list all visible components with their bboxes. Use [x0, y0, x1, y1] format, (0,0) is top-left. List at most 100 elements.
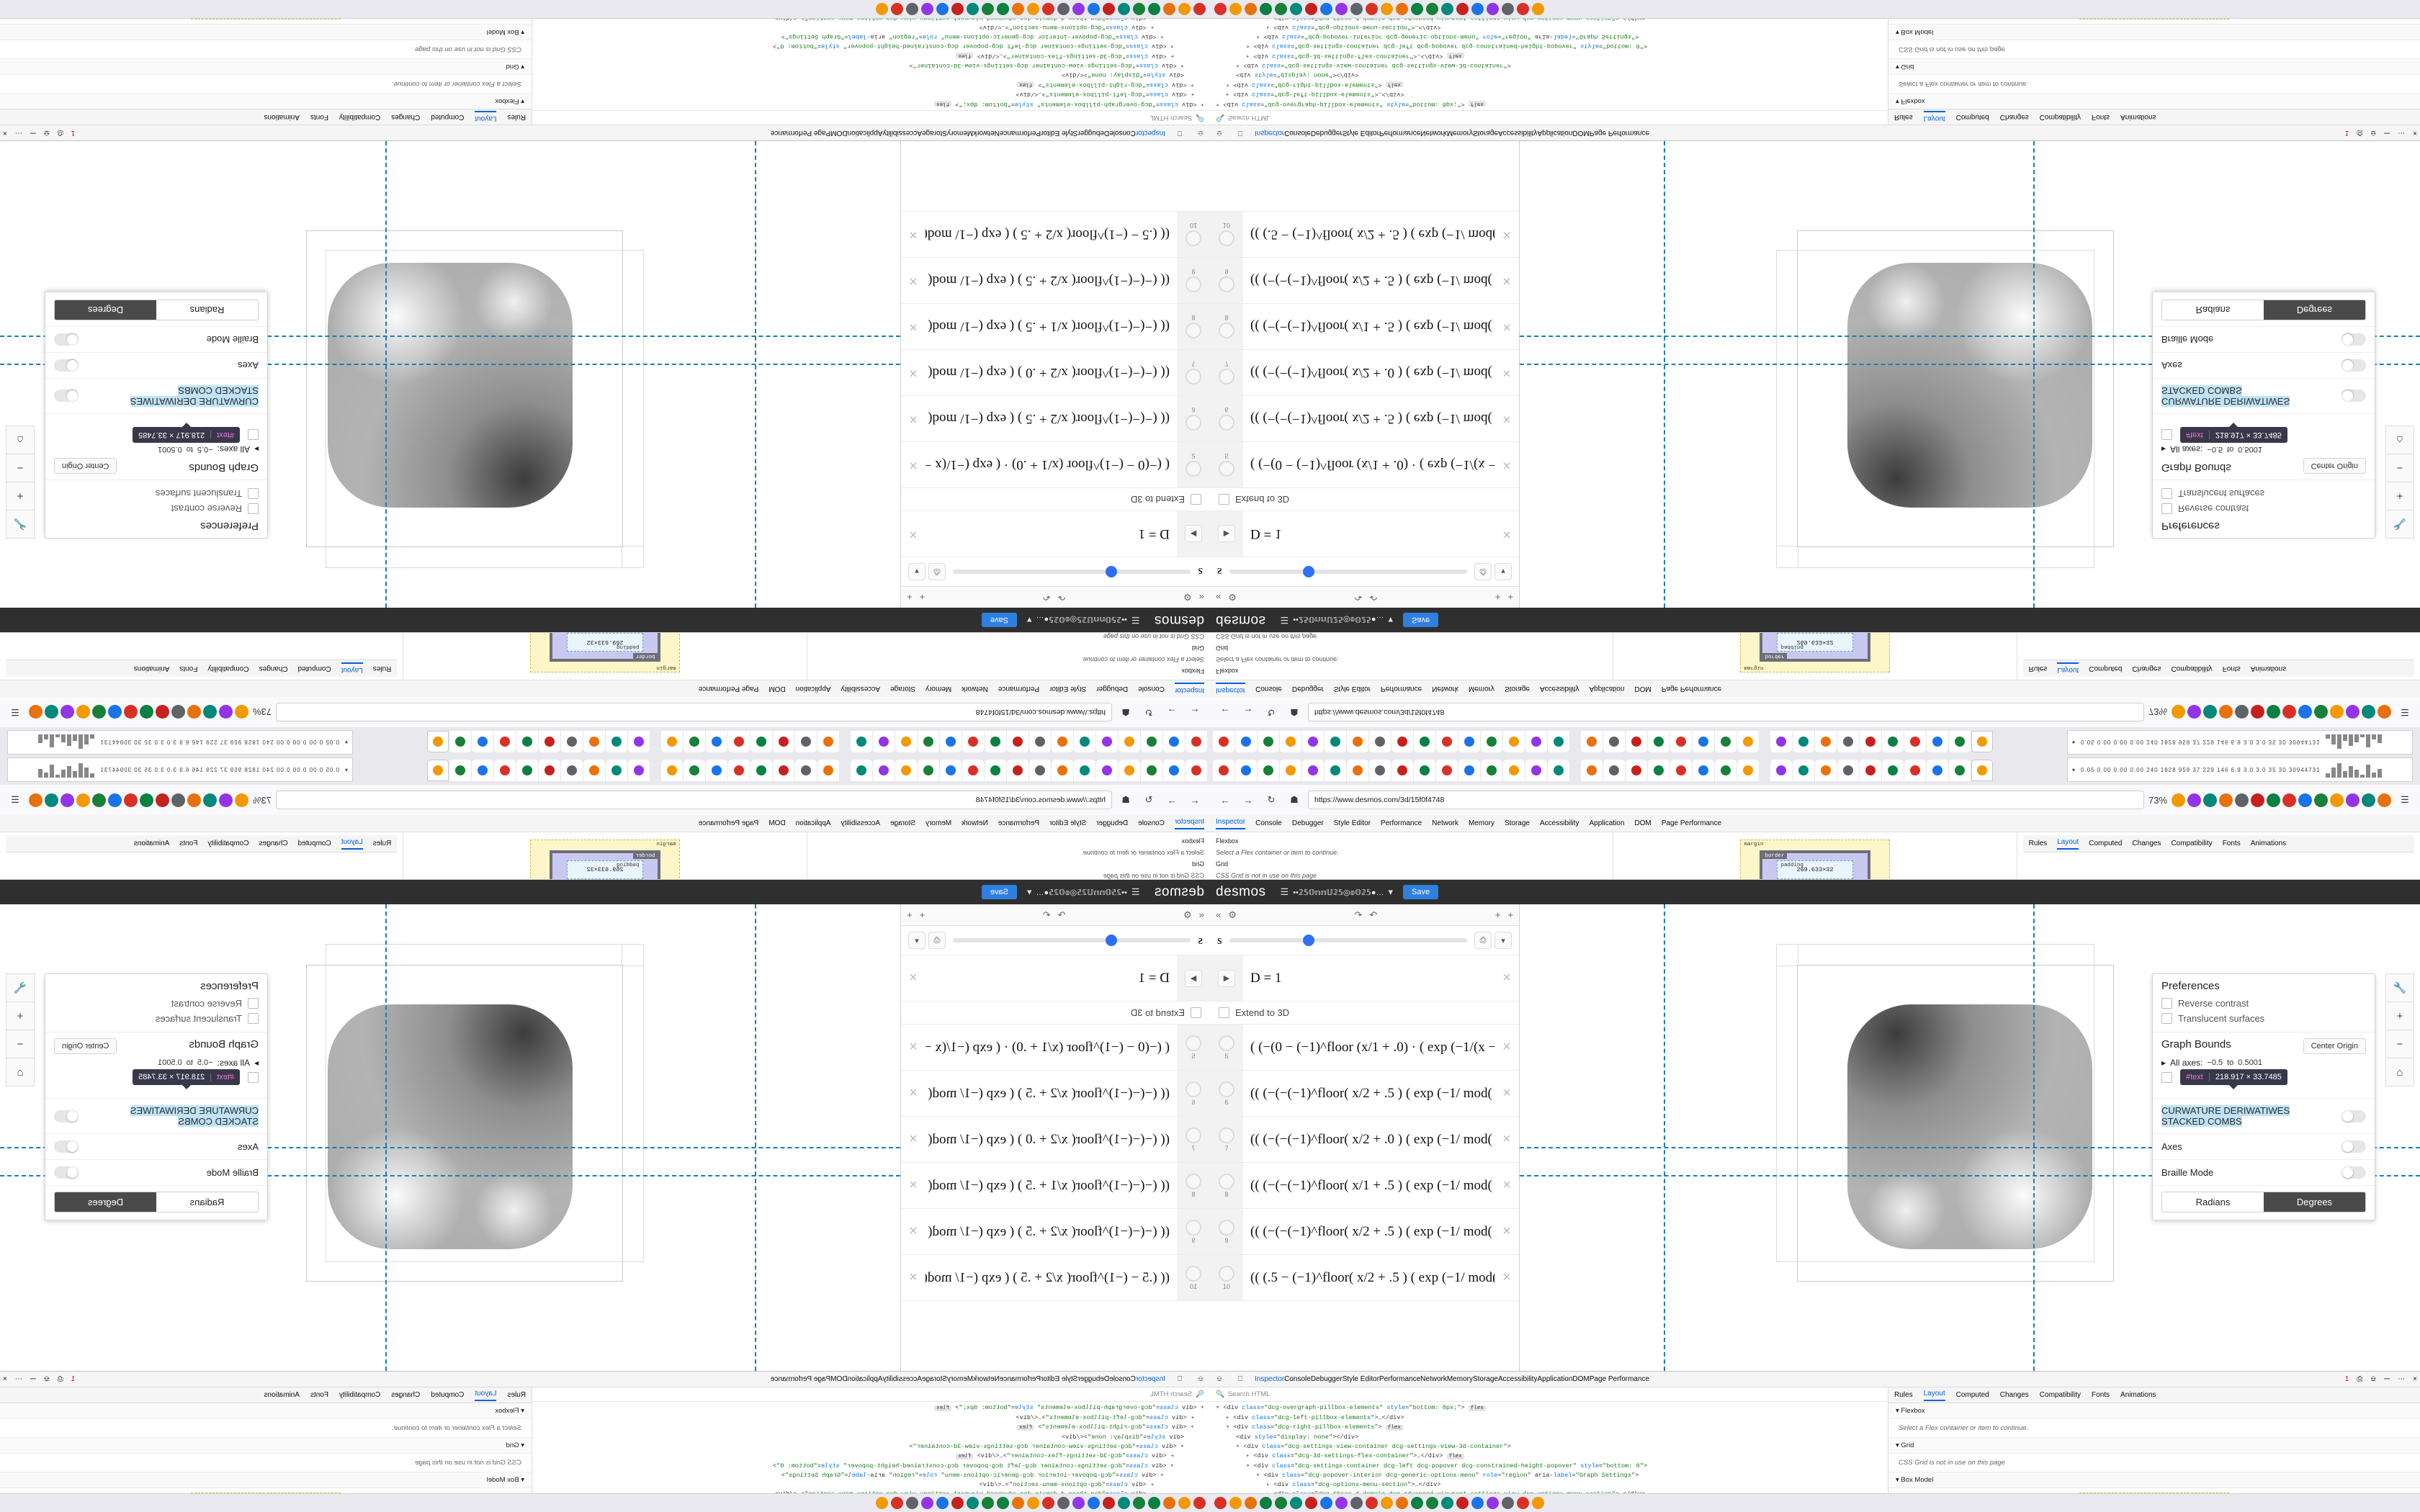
close-icon[interactable]: × — [2413, 129, 2417, 137]
tab-debugger[interactable]: Debugger — [1096, 819, 1129, 827]
tab-performance[interactable]: Performance — [999, 129, 1041, 137]
extension-icon[interactable] — [171, 705, 185, 719]
extend-to-3d-checkbox[interactable] — [1219, 1007, 1229, 1018]
keyboard-icon[interactable]: ⎙ — [928, 563, 946, 580]
sidebar-tab-rules[interactable]: Rules — [2028, 665, 2048, 672]
extension-icon[interactable] — [219, 705, 233, 719]
delete-expression-icon[interactable]: × — [909, 970, 918, 986]
expression-row[interactable]: 5 ( (−(0 − (−1)^floor (x/1 + .0) · ( exp … — [901, 1025, 1210, 1071]
collapse-icon[interactable]: « — [1198, 909, 1204, 920]
expression-row[interactable]: 6 (( (−(−(−1)^floor( x/2 + .5 ) ( exp (−1… — [901, 1071, 1210, 1117]
graph-settings-popover[interactable]: Preferences Reverse contrast Translucent… — [2152, 292, 2375, 539]
bound-max-value[interactable]: 0.5001 — [2238, 445, 2262, 454]
add-item-icon[interactable]: + — [919, 909, 926, 920]
delete-expression-icon[interactable]: × — [909, 1223, 918, 1239]
browser-tab[interactable] — [427, 760, 449, 781]
undo-icon[interactable]: ↶ — [1042, 592, 1051, 603]
graph-tool-rail[interactable]: 🔧 + − ⌂ — [2385, 973, 2414, 1086]
browser-tab[interactable] — [561, 731, 583, 752]
slider-track[interactable] — [1229, 566, 1467, 577]
save-button[interactable]: Save — [981, 885, 1017, 899]
html-tree[interactable]: ▾ <div class="dcg-overgraph-pillbox-elem… — [1210, 1402, 1888, 1497]
degrees-option[interactable]: Degrees — [2264, 1192, 2365, 1212]
browser-tab[interactable] — [817, 731, 839, 752]
html-tree-node[interactable]: ▾ <div class="dcg-right-pillbox-elements… — [1213, 79, 1888, 89]
braille-toggle[interactable] — [2341, 333, 2366, 346]
translucent-surfaces-row[interactable]: Translucent surfaces — [54, 1011, 259, 1026]
layout-sidebar-tabs[interactable]: Rules Layout Computed Changes Compatibility F… — [1888, 1387, 2420, 1403]
math-expression[interactable]: (( (.5 − (−1)^floor( x/2 + .5 ) ( exp (−… — [926, 1269, 1170, 1285]
extension-icon[interactable] — [219, 793, 233, 807]
home-icon[interactable]: ⌂ — [6, 1058, 35, 1086]
taskbar-item[interactable] — [1260, 1497, 1272, 1509]
taskbar-item[interactable] — [1532, 1497, 1544, 1509]
tab-page-performance[interactable]: Page Performance — [1661, 819, 1722, 827]
browser-tab[interactable] — [1971, 760, 1993, 781]
url-bar[interactable]: https://www.desmos.com/3d/15f0f4748 — [1308, 703, 2144, 721]
pick-element-icon[interactable]: ⎒ — [1198, 1375, 1204, 1383]
devtools-bottom-tabs[interactable]: InspectorConsoleDebuggerStyle EditorPerf… — [1255, 129, 1649, 137]
twisty-icon[interactable]: ▾ — [1896, 97, 1899, 105]
tab-network[interactable]: Network — [1432, 819, 1458, 827]
pick-element-icon[interactable]: ⎒ — [1198, 129, 1204, 137]
tab-style-editor[interactable]: Style Editor — [1333, 685, 1371, 693]
grid-section-title[interactable]: Grid — [1191, 860, 1204, 868]
grid-section-title[interactable]: Grid — [1216, 644, 1229, 652]
devtools-top-tabs[interactable]: Inspector Console Debugger Style Editor Perf… — [1210, 815, 2420, 832]
extension-icon[interactable] — [187, 705, 201, 719]
math-expression[interactable]: D = 1 — [1250, 970, 1282, 986]
browser-tab[interactable] — [1503, 760, 1525, 781]
html-tree-node[interactable]: ▾ <div class="dcg-settings-container dcg… — [772, 1462, 1174, 1470]
close-icon[interactable]: × — [3, 1375, 7, 1383]
html-tree-node[interactable]: ▾ <div class="dcg-overgraph-pillbox-elem… — [1213, 99, 1888, 109]
error-count-badge[interactable]: 1 — [2344, 1375, 2349, 1383]
browser-tab[interactable] — [1581, 731, 1603, 752]
zoom-in-icon[interactable]: + — [6, 482, 35, 510]
delete-expression-icon[interactable]: × — [909, 1039, 918, 1055]
browser-tab[interactable] — [1927, 731, 1948, 752]
dock-side-icon[interactable]: ⎓ — [30, 1375, 36, 1383]
tab-console[interactable]: Console — [1138, 819, 1165, 827]
browser-tab[interactable] — [795, 760, 817, 781]
extension-icon[interactable] — [2172, 705, 2185, 719]
delete-expression-icon[interactable]: × — [1502, 1039, 1511, 1055]
taskbar-item[interactable] — [1350, 1497, 1363, 1509]
sidebar-tab-layout[interactable]: Layout — [2057, 838, 2079, 850]
browser-tab[interactable] — [1904, 760, 1926, 781]
dock-side-icon[interactable]: ⎓ — [30, 129, 36, 137]
dock-bottom-icon[interactable]: ⎒ — [43, 1375, 50, 1383]
sidebar-tab-animations[interactable]: Animations — [264, 113, 300, 121]
browser-tab[interactable] — [1186, 760, 1207, 781]
browser-tab[interactable] — [516, 760, 538, 781]
taskbar-item[interactable] — [1426, 1497, 1438, 1509]
twisty-icon[interactable]: ▾ — [521, 28, 524, 36]
browser-tab[interactable] — [1235, 760, 1257, 781]
extension-icon[interactable] — [203, 705, 217, 719]
search-input[interactable]: Search HTML — [1150, 1390, 1193, 1398]
expression-row[interactable]: 9 (( (−(−(−1)^floor( x/2 + .5 ) ( exp (−1… — [901, 257, 1210, 303]
extension-icon[interactable] — [2298, 705, 2312, 719]
browser-tab[interactable] — [1052, 731, 1073, 752]
tab-network[interactable]: Network — [1432, 685, 1458, 693]
search-input[interactable]: Search HTML — [1227, 114, 1270, 122]
zoom-out-icon[interactable]: − — [2385, 1030, 2414, 1058]
tab-accessibility[interactable]: Accessibility — [841, 819, 880, 827]
hamburger-menu-icon[interactable]: ☰ — [11, 707, 19, 718]
browser-tab[interactable] — [1525, 760, 1547, 781]
html-tree-node[interactable]: ▸ <div class="dcg-options-menu-section">… — [979, 1481, 1154, 1488]
browser-tab[interactable] — [1163, 731, 1185, 752]
html-tree-node[interactable]: ▸ <div class="dcg-options-menu-section">… — [979, 24, 1154, 31]
tab-console[interactable]: Console — [1255, 685, 1282, 693]
math-expression[interactable]: (( (−(−(−1)^floor( x/2 + .5 ) ( exp (−1/… — [1250, 1085, 1494, 1101]
tab-storage[interactable]: Storage — [1504, 685, 1530, 693]
taskbar-item[interactable] — [1487, 3, 1499, 15]
braille-toggle[interactable] — [54, 333, 79, 346]
taskbar-item[interactable] — [1335, 3, 1348, 15]
math-expression[interactable]: (( (−(−(−1)^floor( x/2 + .5 ) ( exp (−1/… — [1250, 1223, 1494, 1239]
add-item-icon[interactable]: + — [919, 592, 926, 603]
html-tree-node[interactable]: ▸ <div class="dcg-3d-settings-flex-conta… — [532, 1452, 1207, 1462]
camera-icon[interactable]: ⎙ — [57, 1375, 63, 1383]
extension-icon[interactable] — [2219, 705, 2233, 719]
graph-title[interactable]: ••𝟚𝟝𝕆𝕟𝕟𝕌𝟚𝟝◎𝕠𝕆𝟚𝟝●… — [1293, 888, 1384, 897]
taskbar-item[interactable] — [1133, 1497, 1145, 1509]
